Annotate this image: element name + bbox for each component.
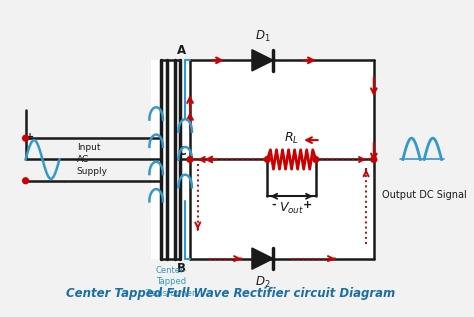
Circle shape	[23, 178, 28, 184]
Text: Input
AC
Supply: Input AC Supply	[77, 143, 108, 176]
Polygon shape	[252, 50, 273, 71]
Polygon shape	[252, 248, 273, 269]
Text: Output DC Signal: Output DC Signal	[382, 191, 466, 200]
Text: $V_{out}$: $V_{out}$	[279, 201, 304, 216]
Circle shape	[187, 157, 193, 162]
Text: -: -	[271, 200, 276, 210]
Text: $D_2$: $D_2$	[255, 275, 270, 290]
Text: $D_1$: $D_1$	[255, 29, 270, 44]
Circle shape	[313, 157, 319, 162]
Text: C: C	[177, 145, 186, 158]
Text: $R_L$: $R_L$	[284, 131, 299, 146]
Circle shape	[371, 157, 377, 162]
Circle shape	[264, 157, 270, 162]
Text: Center Tapped Full Wave Rectifier circuit Diagram: Center Tapped Full Wave Rectifier circui…	[66, 287, 395, 300]
Text: -: -	[62, 177, 66, 187]
Text: +: +	[27, 132, 35, 142]
Bar	[151, 60, 374, 259]
Circle shape	[23, 135, 28, 141]
Text: A: A	[177, 44, 186, 57]
Text: B: B	[177, 262, 186, 275]
Text: +: +	[303, 200, 312, 210]
Text: Center-
Tapped
Transformer: Center- Tapped Transformer	[146, 266, 196, 298]
